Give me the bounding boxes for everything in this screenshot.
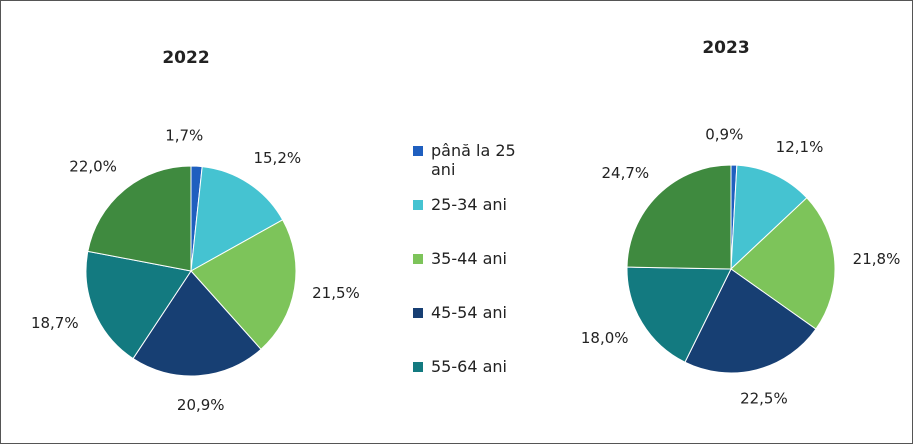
pie-slice [190,219,297,351]
data-label: 24,7% [601,164,649,182]
data-label: 22,5% [740,389,788,407]
legend-label: 35-44 ani [431,249,507,268]
pie-slice [626,266,732,363]
pie-slice [626,164,732,270]
data-label: 18,0% [581,329,629,347]
data-label: 1,7% [165,127,203,145]
legend-item: 25-34 ani [413,195,543,249]
pie-slice [684,268,817,374]
pie-slice [85,250,192,360]
legend-label: 25-34 ani [431,195,507,214]
legend-swatch [413,146,423,156]
pie-slice [87,165,192,272]
data-label: 22,0% [69,157,117,175]
data-label: 21,5% [312,284,360,302]
legend-swatch [413,362,423,372]
data-label: 20,9% [177,396,225,414]
legend-item: 35-44 ani [413,249,543,303]
legend-swatch [413,254,423,264]
chart-title: 2023 [702,38,749,58]
legend: până la 25 ani 25-34 ani 35-44 ani 45-54 an… [413,141,543,411]
chart-title: 2022 [162,48,209,68]
legend-label: 55-64 ani [431,357,507,376]
legend-item: până la 25 ani [413,141,543,195]
pie-slice [730,164,808,271]
data-label: 12,1% [776,138,824,156]
legend-label: 45-54 ani [431,303,507,322]
legend-swatch [413,308,423,318]
legend-label: până la 25 ani [431,141,516,179]
data-label: 18,7% [31,314,79,332]
legend-item: 55-64 ani [413,357,543,411]
legend-swatch [413,200,423,210]
pie-slice [190,166,284,272]
pie-slice [132,270,262,377]
data-label: 21,8% [853,250,901,268]
data-label: 15,2% [253,149,301,167]
pie-slice [730,197,836,330]
legend-item: 45-54 ani [413,303,543,357]
data-label: 0,9% [705,126,743,144]
